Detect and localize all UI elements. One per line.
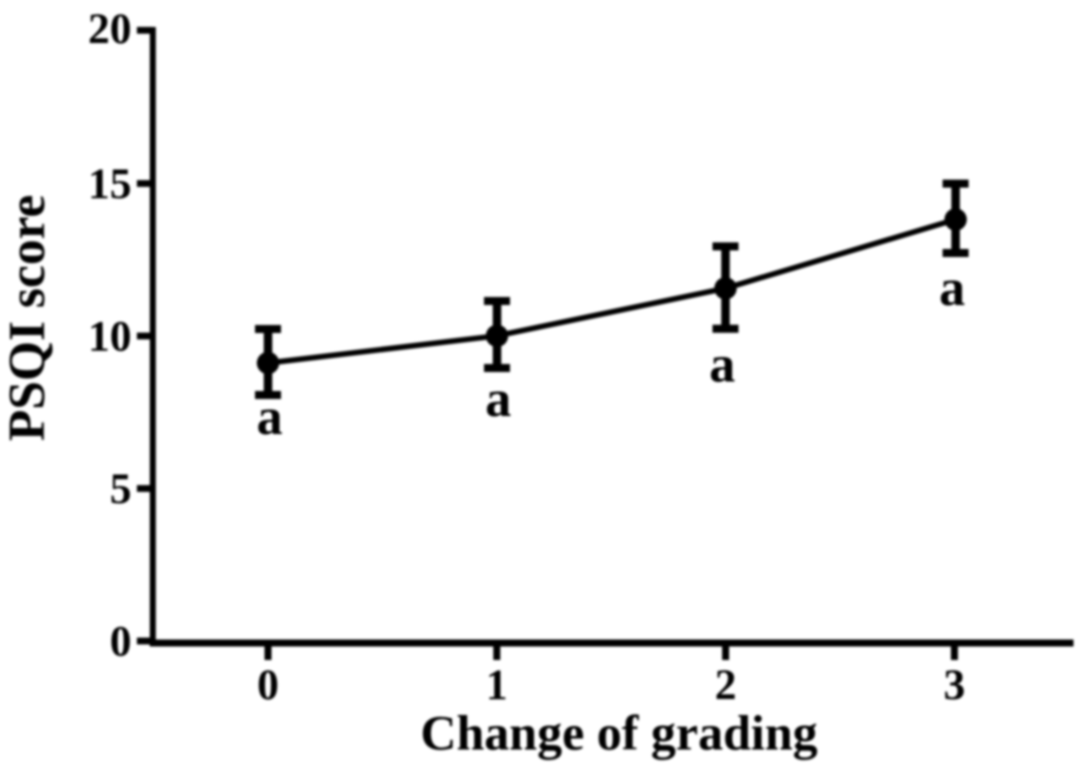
svg-text:5: 5 (110, 465, 132, 513)
svg-text:10: 10 (88, 312, 132, 360)
svg-text:a: a (709, 337, 735, 394)
svg-text:a: a (485, 371, 511, 428)
svg-text:15: 15 (88, 160, 132, 208)
svg-text:2: 2 (715, 661, 737, 709)
svg-text:a: a (939, 260, 965, 317)
svg-text:0: 0 (257, 661, 279, 709)
svg-text:Change of grading: Change of grading (420, 705, 817, 761)
svg-text:0: 0 (110, 617, 132, 665)
svg-text:20: 20 (88, 5, 132, 53)
svg-text:1: 1 (486, 661, 508, 709)
svg-text:3: 3 (944, 661, 966, 709)
svg-text:a: a (257, 389, 283, 446)
svg-text:PSQI score: PSQI score (0, 195, 56, 442)
